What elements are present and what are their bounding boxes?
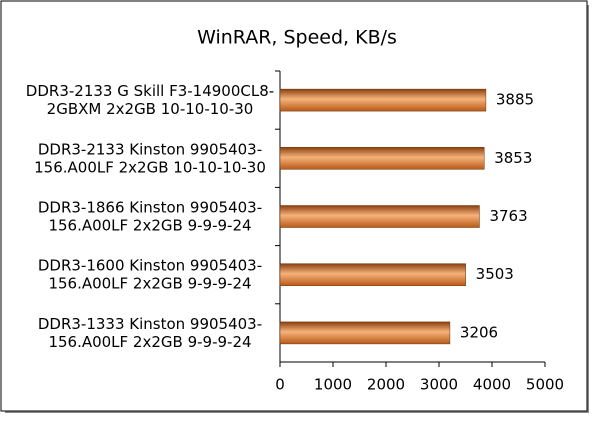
value-label: 3885	[496, 91, 534, 109]
bar	[279, 321, 451, 345]
bar	[279, 147, 485, 170]
value-label: 3503	[476, 265, 514, 283]
x-tick-label: 2000	[367, 376, 405, 394]
bar	[279, 263, 466, 286]
y-tick-label: DDR3-2133 G Skill F3-14900CL8-2GBXM 2x2G…	[26, 82, 274, 118]
x-tick-label: 0	[275, 376, 285, 394]
y-tick-label: DDR3-1600 Kinston 9905403-156.A00LF 2x2G…	[38, 256, 262, 292]
x-tick-label: 4000	[473, 376, 511, 394]
x-tick-label: 1000	[314, 376, 352, 394]
x-tick-label: 5000	[526, 376, 564, 394]
y-tick-label: DDR3-1866 Kinston 9905403-156.A00LF 2x2G…	[38, 198, 262, 234]
y-tick-label: DDR3-1333 Kinston 9905403-156.A00LF 2x2G…	[38, 314, 262, 350]
x-tick-label: 3000	[420, 376, 458, 394]
bar	[279, 205, 480, 228]
chart-title: WinRAR, Speed, KB/s	[197, 27, 397, 49]
value-label: 3763	[489, 207, 527, 225]
y-tick-label: DDR3-2133 Kinston 9905403-156.A00LF 2x2G…	[34, 140, 266, 176]
value-label: 3853	[494, 149, 532, 167]
value-label: 3206	[460, 323, 498, 341]
bar	[279, 88, 487, 112]
